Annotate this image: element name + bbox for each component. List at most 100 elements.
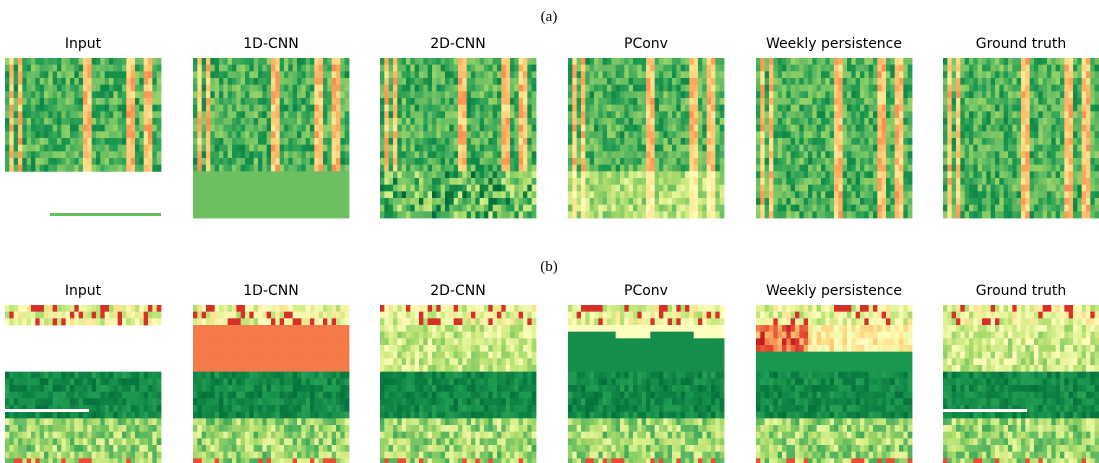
heatmap-cell xyxy=(143,318,149,326)
heatmap-cell xyxy=(91,398,97,406)
heatmap-cell xyxy=(380,104,385,112)
heatmap-cell xyxy=(122,158,127,166)
heatmap-cell xyxy=(117,71,123,79)
heatmap-cell xyxy=(471,58,476,66)
heatmap-cell xyxy=(219,184,224,192)
heatmap-cell xyxy=(301,351,307,359)
heatmap-cell xyxy=(44,405,49,413)
heatmap-cell xyxy=(436,71,442,79)
heatmap-cell xyxy=(31,431,36,439)
heatmap-cell xyxy=(492,371,498,379)
heatmap-cell xyxy=(275,311,281,319)
heatmap-cell xyxy=(340,305,346,313)
heatmap-cell xyxy=(466,365,472,373)
heatmap-cell xyxy=(711,64,716,72)
heatmap-cell xyxy=(214,151,220,159)
heatmap-cell xyxy=(22,425,28,433)
heatmap-cell xyxy=(310,78,315,86)
heatmap-cell xyxy=(576,58,582,66)
heatmap-cell xyxy=(91,71,97,79)
heatmap-cell xyxy=(318,358,324,366)
heatmap-cell xyxy=(22,305,28,313)
heatmap-cell xyxy=(344,131,350,139)
heatmap-cell xyxy=(292,385,298,393)
heatmap-cell xyxy=(445,365,450,373)
heatmap-cell xyxy=(100,58,106,66)
heatmap-cell xyxy=(91,91,97,99)
heatmap-cell xyxy=(193,158,198,166)
heatmap-cell xyxy=(135,385,140,393)
heatmap-cell xyxy=(475,111,481,119)
heatmap-cell xyxy=(484,338,489,346)
heatmap-cell xyxy=(414,345,420,353)
heatmap-cell xyxy=(414,311,420,319)
heatmap-cell xyxy=(314,425,320,433)
heatmap-cell xyxy=(436,445,442,453)
heatmap-cell xyxy=(419,111,424,119)
heatmap-cell xyxy=(91,58,97,66)
heatmap-cell xyxy=(514,451,520,459)
heatmap-cell xyxy=(471,398,476,406)
heatmap-cell xyxy=(223,204,229,212)
heatmap-cell xyxy=(31,124,36,132)
heatmap-cell xyxy=(650,58,656,66)
heatmap-cell xyxy=(406,91,411,99)
heatmap-cell xyxy=(292,204,298,212)
heatmap-cell xyxy=(245,104,250,112)
heatmap-cell xyxy=(26,131,32,139)
heatmap-cell xyxy=(423,64,429,72)
heatmap-cell xyxy=(531,64,537,72)
heatmap-cell xyxy=(510,71,515,79)
heatmap-cell xyxy=(26,371,32,379)
heatmap-cell xyxy=(484,305,489,313)
heatmap-cell xyxy=(126,445,132,453)
heatmap-cell xyxy=(48,438,54,446)
heatmap-cell xyxy=(436,84,442,92)
heatmap-cell xyxy=(449,325,455,333)
heatmap-cell xyxy=(266,358,272,366)
heatmap-cell xyxy=(518,351,524,359)
heatmap-cell xyxy=(279,124,285,132)
heatmap-cell xyxy=(581,84,586,92)
heatmap-cell xyxy=(471,171,476,179)
heatmap-cell xyxy=(531,158,537,166)
heatmap-cell xyxy=(78,438,84,446)
heatmap-cell xyxy=(449,184,455,192)
heatmap-cell xyxy=(275,118,281,126)
heatmap-cell xyxy=(236,78,242,86)
heatmap-cell xyxy=(492,318,498,326)
heatmap-cell xyxy=(39,78,45,86)
heatmap-cell xyxy=(240,184,246,192)
heatmap-cell xyxy=(35,458,41,463)
heatmap-cell xyxy=(223,365,229,373)
heatmap-cell xyxy=(514,91,520,99)
heatmap-cell xyxy=(78,405,84,413)
heatmap-cell xyxy=(279,325,285,333)
heatmap-cell xyxy=(510,104,515,112)
heatmap-cell xyxy=(201,84,207,92)
heatmap-cell xyxy=(35,385,41,393)
heatmap-cell xyxy=(445,158,450,166)
heatmap-cell xyxy=(331,198,337,206)
heatmap-cell xyxy=(518,431,524,439)
heatmap-cell xyxy=(253,118,259,126)
heatmap-cell xyxy=(527,171,533,179)
heatmap-cell xyxy=(344,151,350,159)
heatmap-cell xyxy=(301,204,307,212)
heatmap-cell xyxy=(193,151,198,159)
heatmap-cell xyxy=(432,78,437,86)
heatmap-cell xyxy=(253,158,259,166)
heatmap-cell xyxy=(292,118,298,126)
heatmap-cell xyxy=(87,158,93,166)
heatmap-cell xyxy=(401,311,407,319)
heatmap-cell xyxy=(279,138,285,146)
heatmap-cell xyxy=(236,58,242,66)
heatmap-cell xyxy=(148,385,153,393)
heatmap-cell xyxy=(18,318,23,326)
heatmap-cell xyxy=(87,98,93,106)
heatmap-cell xyxy=(432,378,437,386)
heatmap-cell xyxy=(492,311,498,319)
heatmap-cell xyxy=(9,398,15,406)
heatmap-cell xyxy=(26,438,32,446)
heatmap-cell xyxy=(397,78,403,86)
